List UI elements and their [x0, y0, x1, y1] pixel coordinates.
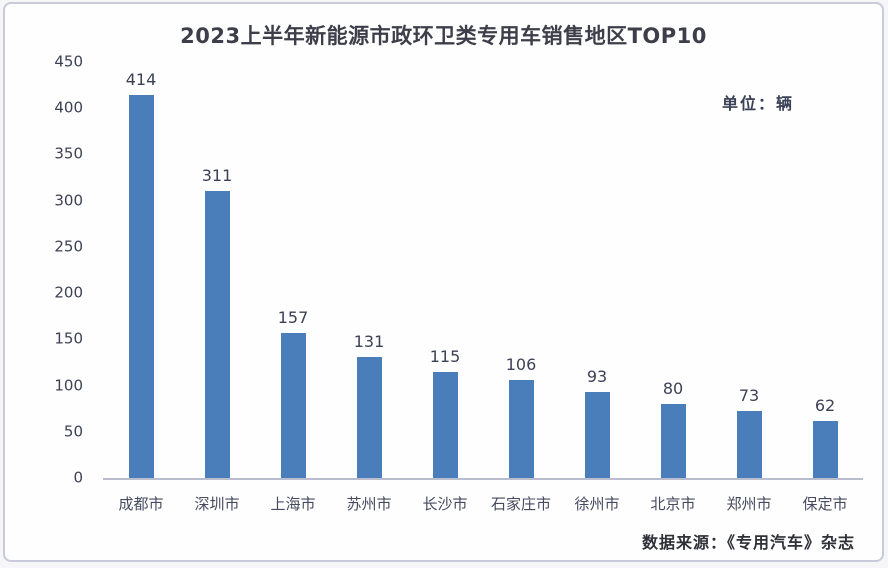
bar-group: 115 长沙市	[407, 62, 483, 513]
bar-group: 106 石家庄市	[483, 62, 559, 513]
bars-row: 414 成都市 311 深圳市 157 上海市 131 苏州市 115 长沙市 106 石家庄市 93 徐…	[103, 62, 863, 513]
bar	[660, 404, 686, 478]
y-axis-tick-label: 450	[54, 52, 83, 71]
bar-value-label: 414	[125, 70, 157, 90]
y-axis-tick-label: 200	[54, 283, 83, 302]
x-axis-category-label: 保定市	[802, 495, 848, 513]
bar-group: 414 成都市	[103, 62, 179, 513]
bar	[812, 420, 838, 478]
bar-value-label: 131	[353, 331, 385, 351]
x-axis-category-label: 苏州市	[346, 495, 392, 513]
plot-area: 414 成都市 311 深圳市 157 上海市 131 苏州市 115 长沙市 106 石家庄市 93 徐…	[103, 62, 863, 513]
bar-group: 73 郑州市	[711, 62, 787, 513]
y-axis-tick-label: 50	[63, 422, 83, 441]
y-axis-tick-label: 250	[54, 237, 83, 256]
y-axis-tick-label: 100	[54, 376, 83, 395]
chart-title: 2023上半年新能源市政环卫类专用车销售地区TOP10	[180, 24, 707, 48]
bar	[280, 332, 306, 478]
bar-group: 93 徐州市	[559, 62, 635, 513]
bar-group: 62 保定市	[787, 62, 863, 513]
bar-value-label: 80	[662, 379, 684, 399]
x-axis-category-label: 徐州市	[574, 495, 620, 513]
bar-group: 131 苏州市	[331, 62, 407, 513]
x-axis-category-label: 北京市	[650, 495, 696, 513]
bar-value-label: 311	[201, 165, 233, 185]
x-axis-category-label: 郑州市	[726, 495, 772, 513]
bar-value-label: 106	[505, 355, 537, 375]
y-axis-tick-label: 150	[54, 329, 83, 348]
y-axis: 0 50 100 150 200 250 300 350 400 450	[5, 54, 93, 485]
bar-group: 157 上海市	[255, 62, 331, 513]
bar-value-label: 115	[429, 346, 461, 366]
data-source-label: 数据来源：《专用汽车》杂志	[641, 533, 855, 552]
x-axis-category-label: 石家庄市	[490, 495, 551, 513]
bar-value-label: 73	[738, 385, 760, 405]
unit-label: 单位：辆	[721, 94, 794, 113]
bar	[128, 95, 154, 478]
bar	[356, 356, 382, 478]
bar-value-label: 93	[586, 367, 608, 387]
bar	[508, 380, 534, 478]
bar	[432, 371, 458, 478]
x-axis-category-label: 上海市	[270, 495, 316, 513]
y-axis-tick-label: 300	[54, 191, 83, 210]
x-axis-category-label: 长沙市	[422, 495, 468, 513]
bar-value-label: 62	[814, 395, 836, 415]
y-axis-tick-label: 350	[54, 144, 83, 163]
bar	[736, 410, 762, 478]
bar-value-label: 157	[277, 307, 309, 327]
chart-frame: 2023上半年新能源市政环卫类专用车销售地区TOP10 单位：辆 0 50 100 1…	[3, 2, 884, 562]
y-axis-tick-label: 400	[54, 98, 83, 117]
x-axis-category-label: 成都市	[118, 495, 164, 513]
bar	[584, 392, 610, 478]
y-axis-tick-label: 0	[73, 468, 83, 487]
x-axis-category-label: 深圳市	[194, 495, 240, 513]
bar	[204, 190, 230, 478]
bar-group: 80 北京市	[635, 62, 711, 513]
bar-group: 311 深圳市	[179, 62, 255, 513]
